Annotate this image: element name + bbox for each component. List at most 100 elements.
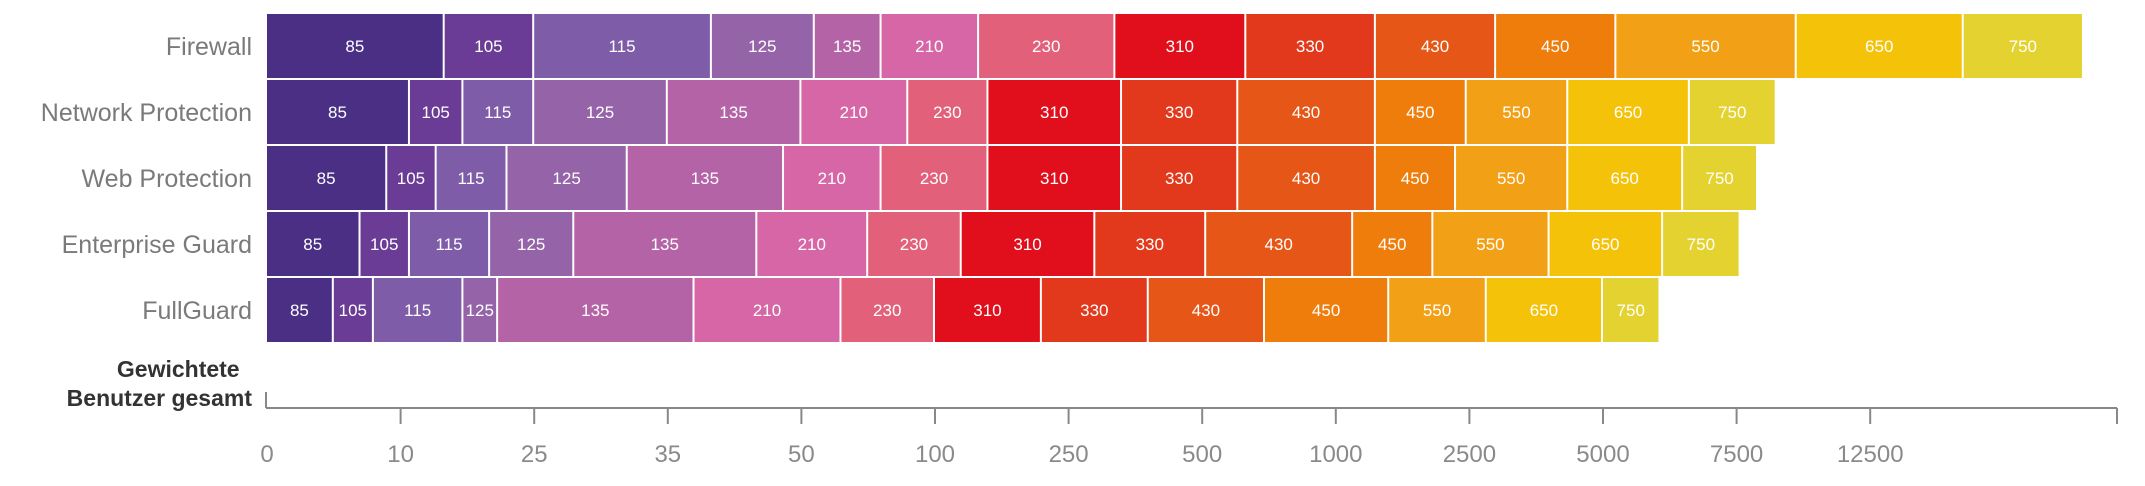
bar-row: 85 105 115 125 135 210 230 310 330 430 450 550 650 75… <box>267 212 1739 276</box>
segment-value-label: 105 <box>339 301 367 320</box>
segment-value-label: 105 <box>421 103 449 122</box>
segment-value-label: 550 <box>1691 37 1719 56</box>
bar-row: 85 105 115 125 135 210 230 310 330 430 450 550 650 75… <box>267 146 1756 210</box>
bar-segment <box>574 212 756 276</box>
segment-value-label: 550 <box>1476 235 1504 254</box>
segment-value-label: 450 <box>1378 235 1406 254</box>
segment-value-label: 115 <box>435 235 462 254</box>
bar-segment <box>1796 14 1962 78</box>
x-tick-label: 12500 <box>1837 441 1904 468</box>
x-tick-label: 500 <box>1182 441 1222 468</box>
bar-segment <box>463 278 497 342</box>
bar-segment <box>267 212 359 276</box>
bar-segment <box>436 146 506 210</box>
segment-value-label: 210 <box>798 235 826 254</box>
segment-value-label: 450 <box>1312 301 1340 320</box>
bar-segment <box>1375 146 1455 210</box>
segment-value-label: 550 <box>1502 103 1530 122</box>
bar-segment <box>1456 146 1567 210</box>
bar-segment <box>711 14 813 78</box>
segment-value-label: 750 <box>1718 103 1746 122</box>
bar-segment <box>267 14 443 78</box>
x-axis-title-line-2: Benutzer gesamt <box>67 385 253 411</box>
segment-value-label: 135 <box>651 235 679 254</box>
bar-segment <box>1375 14 1495 78</box>
x-tick-label: 2500 <box>1443 441 1496 468</box>
bar-segment <box>360 212 408 276</box>
segment-value-label: 430 <box>1421 37 1449 56</box>
segment-value-label: 310 <box>1040 103 1068 122</box>
bar-row: 85 105 115 125 135 210 230 310 330 430 450 550 650 75… <box>267 278 1659 342</box>
category-label: Network Protection <box>41 99 252 127</box>
bar-segment <box>1486 278 1601 342</box>
segment-value-label: 105 <box>474 37 502 56</box>
bar-segment <box>1683 146 1756 210</box>
bar-segment <box>463 80 533 144</box>
bar-segment <box>881 146 987 210</box>
segment-value-label: 330 <box>1165 169 1193 188</box>
segment-value-label: 230 <box>1032 37 1060 56</box>
segment-value-label: 330 <box>1080 301 1108 320</box>
segment-value-label: 450 <box>1406 103 1434 122</box>
bar-segment <box>1238 146 1374 210</box>
x-tick-label: 0 <box>260 441 273 468</box>
segment-value-label: 430 <box>1265 235 1293 254</box>
segment-value-label: 210 <box>753 301 781 320</box>
bar-segment <box>627 146 783 210</box>
segment-value-label: 115 <box>458 169 485 188</box>
bar-segment <box>935 278 1040 342</box>
segment-value-label: 230 <box>933 103 961 122</box>
segment-value-label: 85 <box>290 301 309 320</box>
x-tick-label: 7500 <box>1710 441 1763 468</box>
segment-value-label: 310 <box>1040 169 1068 188</box>
bar-segment <box>534 80 666 144</box>
segment-value-label: 230 <box>920 169 948 188</box>
segment-value-label: 210 <box>818 169 846 188</box>
segment-value-label: 115 <box>404 301 431 320</box>
bar-segment <box>1115 14 1245 78</box>
segment-value-label: 135 <box>833 37 861 56</box>
bar-segment <box>1549 212 1662 276</box>
bar-segment <box>1122 80 1237 144</box>
bar-segment <box>1041 278 1147 342</box>
x-tick-label: 1000 <box>1309 441 1362 468</box>
segment-value-label: 310 <box>1013 235 1041 254</box>
x-tick-label: 25 <box>521 441 548 468</box>
bar-segment <box>409 212 489 276</box>
segment-value-label: 85 <box>317 169 336 188</box>
segment-value-label: 750 <box>2009 37 2037 56</box>
x-axis <box>265 392 2118 424</box>
bar-segment <box>1264 278 1388 342</box>
segment-value-label: 430 <box>1292 169 1320 188</box>
segment-value-label: 330 <box>1136 235 1164 254</box>
bar-segment <box>988 146 1121 210</box>
bar-segment <box>1963 14 2082 78</box>
segment-value-label: 115 <box>484 103 511 122</box>
segment-value-label: 105 <box>397 169 425 188</box>
category-labels: Firewall Network Protection Web Protection… <box>41 33 252 325</box>
bar-segment <box>267 278 332 342</box>
bar-segment <box>979 14 1114 78</box>
segment-value-label: 650 <box>1591 235 1619 254</box>
bar-segment <box>1466 80 1567 144</box>
x-axis-ticks: 0 10 25 35 50 100 250 500 1000 2500 5000 7500 12500 <box>260 408 1904 468</box>
bar-segment <box>1206 212 1352 276</box>
bar-row: 85 105 115 125 135 210 230 310 330 430 450 550 650 75… <box>267 80 1775 144</box>
segment-value-label: 85 <box>303 235 322 254</box>
segment-value-label: 105 <box>370 235 398 254</box>
bar-segment <box>1389 278 1485 342</box>
segment-value-label: 210 <box>840 103 868 122</box>
bar-segment <box>1122 146 1237 210</box>
category-label: Enterprise Guard <box>62 231 252 259</box>
x-tick-label: 50 <box>788 441 815 468</box>
segment-value-label: 650 <box>1614 103 1642 122</box>
bar-segment <box>267 146 386 210</box>
bar-segment <box>1095 212 1205 276</box>
x-tick-label: 100 <box>915 441 955 468</box>
segment-value-label: 450 <box>1541 37 1569 56</box>
bar-segment <box>444 14 533 78</box>
segment-value-label: 650 <box>1530 301 1558 320</box>
bar-segment <box>333 278 372 342</box>
bar-segment <box>1433 212 1548 276</box>
bar-segment <box>1689 80 1775 144</box>
